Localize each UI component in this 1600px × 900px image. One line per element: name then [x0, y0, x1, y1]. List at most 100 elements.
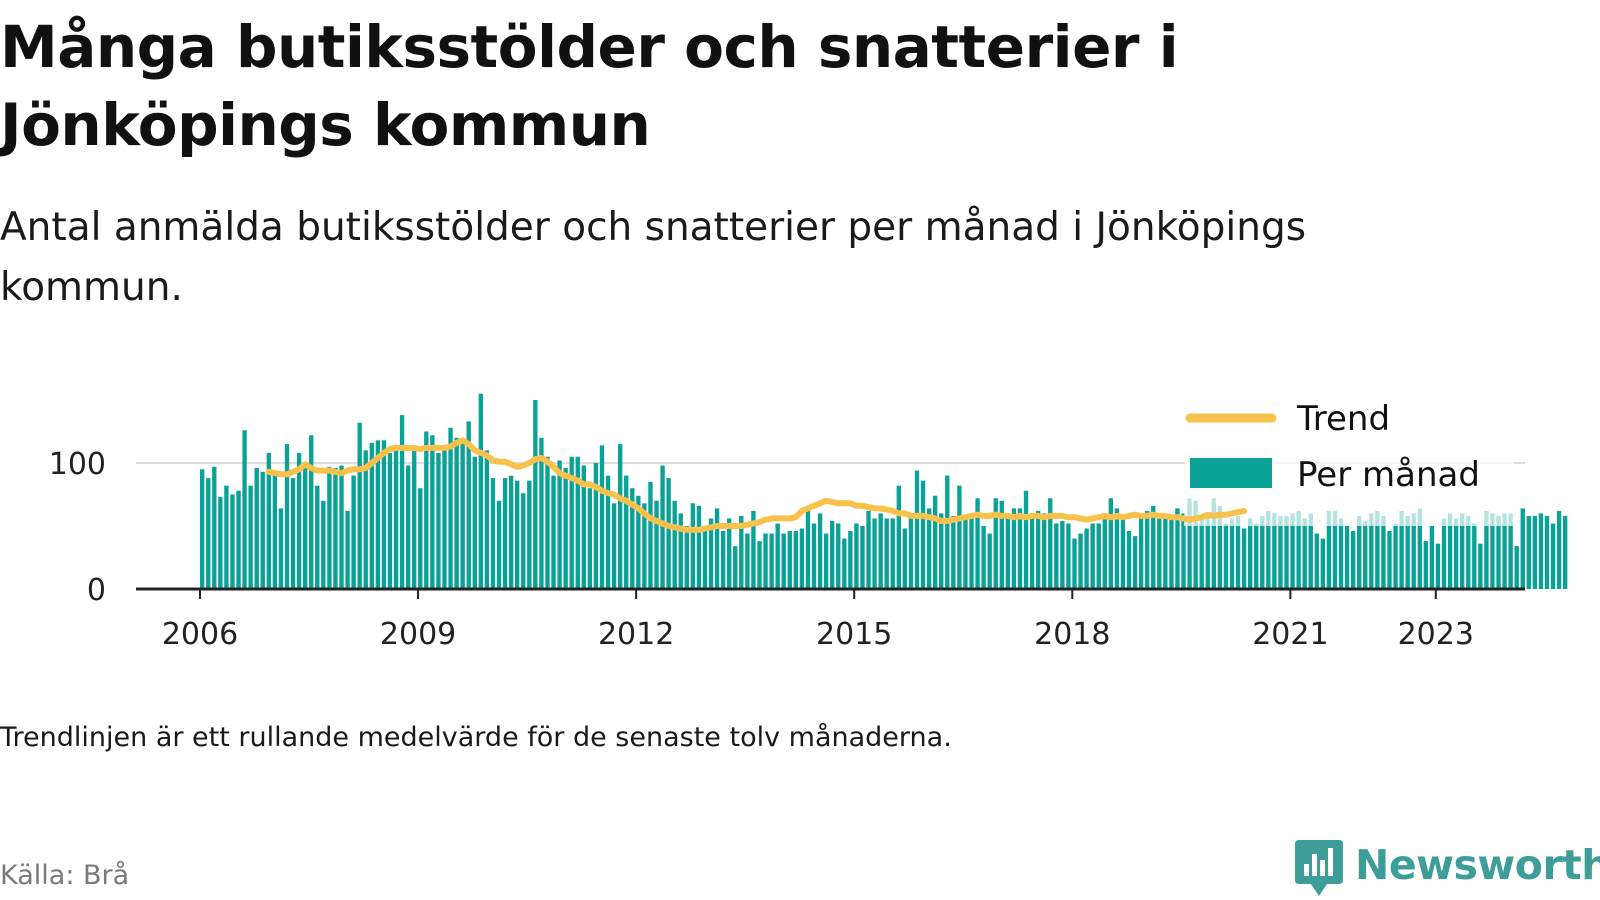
bar-112: [878, 513, 883, 589]
bar-210: [1472, 523, 1477, 589]
bar-224: [1556, 510, 1562, 589]
bar-68: [611, 503, 617, 589]
x-tick-label-2012: 2012: [598, 617, 674, 652]
bar-187: [1332, 510, 1338, 589]
bar-61: [569, 456, 574, 589]
axes: 2006 2009 2012 2015 2018 2021 2023 0 100: [49, 447, 1525, 652]
bar-8: [248, 485, 253, 589]
bar-65: [593, 463, 599, 589]
bar-0: [200, 469, 205, 589]
bar-163: [1187, 498, 1192, 589]
bar-222: [1544, 515, 1550, 589]
bar-143: [1066, 523, 1071, 589]
monthly-bars: [200, 393, 1568, 589]
bar-32: [393, 447, 399, 589]
bar-104: [830, 520, 835, 589]
bar-137: [1029, 513, 1035, 589]
bar-67: [605, 475, 611, 589]
bar-117: [908, 518, 914, 589]
trend-series-line: [265, 437, 1248, 533]
bar-152: [1120, 518, 1126, 589]
bar-177: [1272, 513, 1277, 589]
bar-14: [284, 444, 290, 589]
bar-193: [1369, 513, 1374, 589]
bar-215: [1502, 513, 1507, 589]
bar-214: [1496, 515, 1501, 589]
bar-167: [1211, 498, 1216, 589]
bar-170: [1229, 518, 1235, 589]
bar-202: [1423, 541, 1429, 589]
bar-90: [745, 533, 750, 589]
bar-217: [1514, 546, 1519, 589]
bar-176: [1266, 510, 1271, 589]
trend-line: [265, 437, 1248, 533]
bar-123: [945, 475, 950, 589]
bar-195: [1381, 515, 1386, 589]
bar-91: [751, 510, 756, 589]
brand-logo: Newsworthy: [1293, 840, 1600, 900]
bar-95: [775, 523, 780, 589]
bar-132: [999, 500, 1004, 589]
bar-5: [230, 494, 235, 589]
bar-23: [339, 465, 344, 589]
bar-175: [1260, 515, 1265, 589]
bar-9: [254, 468, 259, 589]
bar-142: [1060, 520, 1065, 589]
bar-118: [914, 470, 920, 589]
bar-216: [1508, 513, 1513, 589]
bar-218: [1520, 508, 1525, 589]
bar-199: [1405, 515, 1410, 589]
bar-84: [708, 518, 714, 589]
bar-51: [508, 475, 514, 589]
y-tick-label-0: 0: [87, 573, 106, 608]
bar-55: [533, 400, 538, 589]
bar-20: [321, 500, 326, 589]
bar-153: [1126, 531, 1132, 589]
bar-36: [418, 488, 423, 589]
bar-221: [1538, 513, 1544, 589]
bar-2: [212, 466, 217, 589]
bar-49: [496, 500, 502, 589]
bar-146: [1084, 528, 1089, 589]
bar-37: [424, 431, 429, 589]
bar-110: [866, 510, 871, 589]
bar-150: [1108, 498, 1114, 589]
bar-171: [1235, 515, 1241, 589]
bar-101: [811, 523, 817, 589]
bar-62: [575, 456, 580, 589]
bar-73: [642, 503, 647, 589]
bar-200: [1411, 513, 1416, 589]
bar-7: [242, 430, 247, 589]
bar-54: [527, 480, 532, 589]
bar-129: [981, 526, 986, 589]
bar-120: [926, 508, 932, 589]
bar-136: [1023, 490, 1029, 589]
chart-note: Trendlinjen är ett rullande medelvärde f…: [0, 722, 952, 753]
bar-180: [1290, 513, 1295, 589]
bar-10: [260, 471, 265, 589]
bar-126: [963, 515, 968, 589]
x-tick-label-2006: 2006: [162, 617, 238, 652]
newsworthy-bar-chart-icon: [1295, 840, 1343, 896]
bar-96: [781, 533, 786, 589]
bar-205: [1441, 518, 1447, 589]
bar-211: [1478, 543, 1483, 589]
bar-173: [1247, 518, 1253, 589]
bar-105: [836, 523, 841, 589]
bar-40: [442, 450, 447, 589]
chart-title: Många butiksstölder och snatterier i Jön…: [0, 13, 1179, 159]
bar-30: [381, 440, 387, 589]
bar-162: [1181, 513, 1186, 589]
chart-subtitle: Antal anmälda butiksstölder och snatteri…: [0, 205, 1307, 310]
bar-139: [1042, 513, 1047, 589]
bar-204: [1435, 543, 1441, 589]
bar-77: [666, 478, 671, 589]
bar-156: [1145, 510, 1150, 589]
bar-189: [1344, 526, 1350, 589]
bar-190: [1350, 531, 1356, 589]
bar-225: [1562, 515, 1568, 589]
bar-185: [1320, 538, 1326, 589]
bar-29: [375, 440, 381, 589]
bar-178: [1278, 515, 1283, 589]
bar-113: [884, 518, 889, 589]
